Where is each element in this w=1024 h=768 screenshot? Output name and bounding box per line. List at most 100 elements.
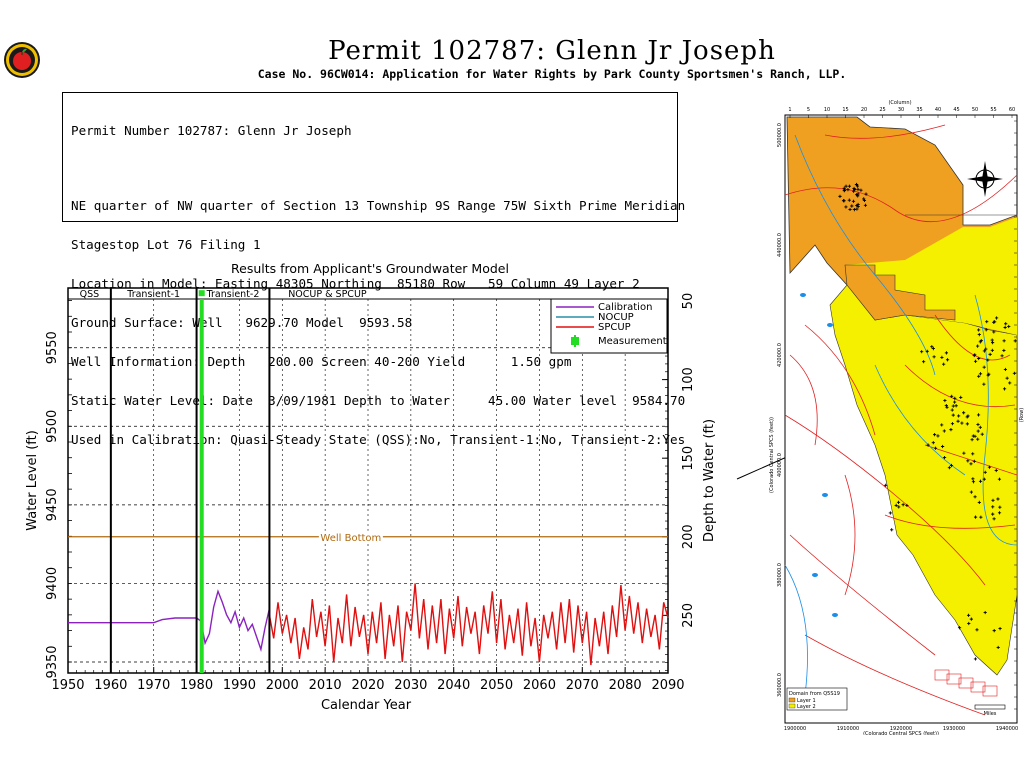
map-legend-layer2: Layer 2 — [797, 704, 816, 710]
well-marker — [998, 505, 1002, 509]
well-marker — [973, 495, 977, 499]
well-bottom-label: Well Bottom — [320, 533, 381, 544]
well-marker — [855, 182, 859, 187]
well-marker — [842, 188, 847, 192]
x-tick-label: 1950 — [51, 678, 84, 693]
road-line — [884, 514, 1016, 529]
well-marker — [976, 344, 980, 348]
well-marker — [975, 628, 979, 632]
info-model-location: Location in Model: Easting 48305 Northin… — [71, 276, 640, 291]
well-marker — [969, 462, 973, 466]
well-marker — [977, 500, 981, 504]
x-tick-label: 2010 — [309, 678, 342, 693]
road-line — [789, 354, 818, 446]
map-legend-box — [786, 687, 848, 711]
map-top-tick-label: 40 — [935, 107, 941, 113]
x-tick-label: 1960 — [94, 678, 127, 693]
well-marker — [1002, 348, 1006, 353]
map-left-tick-label: 440000.0 — [777, 233, 783, 257]
lake-icon — [812, 573, 818, 577]
water-level-chart: Results from Applicant's Groundwater Mod… — [25, 261, 717, 713]
well-marker — [982, 365, 986, 369]
well-marker — [962, 451, 966, 455]
well-marker — [997, 511, 1002, 515]
info-ground-surface: Ground Surface: Well 9629.70 Model 9593.… — [71, 315, 413, 330]
well-marker — [920, 350, 924, 354]
well-marker — [888, 511, 892, 515]
period-label: Transient-1 — [126, 289, 180, 300]
well-marker — [897, 505, 901, 509]
well-marker — [852, 208, 856, 212]
well-marker — [977, 332, 981, 337]
well-marker — [847, 198, 851, 202]
info-well-information: Well Information: Depth 200.00 Screen 40… — [71, 354, 572, 369]
well-marker — [991, 498, 995, 502]
well-marker — [945, 358, 950, 362]
series-calibration-line — [68, 589, 271, 653]
lake-icon — [832, 613, 838, 617]
well-marker — [970, 438, 974, 442]
well-marker — [844, 205, 848, 209]
river-line — [974, 294, 1018, 546]
well-marker — [984, 347, 988, 351]
period-label: Transient-2 — [206, 289, 260, 300]
y-tick-label: 9350 — [45, 645, 60, 678]
well-marker — [936, 434, 940, 438]
apple-logo-icon — [4, 42, 40, 78]
well-marker — [995, 316, 999, 320]
map-top-tick-label: 55 — [990, 107, 996, 113]
well-marker — [884, 483, 888, 487]
well-marker — [890, 528, 894, 532]
well-marker — [942, 362, 946, 366]
map-top-tick-label: 50 — [972, 107, 978, 113]
map-bottom-label: (Colorado Central SPCS (feet)) — [863, 731, 939, 735]
well-marker — [1003, 367, 1008, 372]
well-marker — [997, 477, 1002, 481]
well-marker — [982, 349, 986, 353]
compass-ew-needle — [967, 176, 1003, 182]
x-axis-label: Calendar Year — [321, 698, 412, 713]
well-marker — [971, 477, 975, 481]
well-marker — [976, 429, 980, 433]
well-marker — [950, 408, 954, 412]
well-marker — [942, 455, 947, 460]
well-marker — [983, 470, 987, 474]
well-marker — [951, 413, 955, 417]
y2-tick-label: 100 — [681, 367, 696, 392]
measurement-point — [198, 290, 205, 297]
map-top-tick-label: 5 — [807, 107, 810, 113]
map-top-tick-label: 60 — [1009, 107, 1015, 113]
well-marker — [971, 480, 976, 484]
well-marker — [996, 497, 1000, 501]
y2-axis-label: Depth to Water (ft) — [702, 419, 717, 542]
well-marker — [950, 394, 954, 398]
y-tick-label: 9400 — [45, 567, 60, 600]
well-marker — [966, 613, 971, 617]
x-tick-label: 2080 — [609, 678, 642, 693]
well-marker — [847, 184, 852, 188]
x-tick-label: 2060 — [523, 678, 556, 693]
legend-label: Measurement — [598, 336, 667, 347]
well-marker — [1007, 324, 1011, 329]
map-top-tick-label: 30 — [898, 107, 904, 113]
lake-icon — [827, 323, 833, 327]
x-tick-label: 2040 — [437, 678, 470, 693]
y2-tick-label: 150 — [681, 446, 696, 471]
well-marker — [976, 413, 981, 417]
well-marker — [979, 515, 983, 519]
well-marker — [844, 184, 848, 188]
well-marker — [992, 629, 996, 633]
lake-icon — [822, 493, 828, 497]
well-marker — [985, 320, 989, 324]
map-top-tick-label: 35 — [916, 107, 922, 113]
well-marker — [944, 403, 948, 408]
well-marker — [992, 517, 996, 521]
legend-label: SPCUP — [598, 322, 631, 333]
well-marker — [1004, 322, 1008, 326]
x-tick-label: 2000 — [266, 678, 299, 693]
well-marker — [896, 500, 901, 504]
x-tick-label: 2070 — [566, 678, 599, 693]
road-line — [784, 174, 1018, 222]
well-marker — [905, 503, 909, 508]
river-line — [794, 134, 936, 376]
